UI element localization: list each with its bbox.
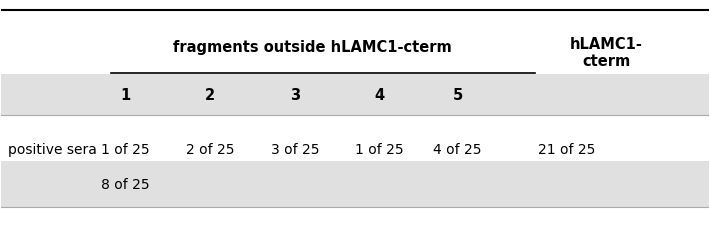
Text: fragments outside hLAMC1-cterm: fragments outside hLAMC1-cterm	[173, 40, 452, 55]
Text: 8 of 25: 8 of 25	[101, 177, 150, 191]
Text: 5: 5	[452, 88, 463, 102]
Text: 1: 1	[120, 88, 130, 102]
Text: 2: 2	[205, 88, 215, 102]
Text: 1 of 25: 1 of 25	[356, 143, 404, 157]
Text: 4 of 25: 4 of 25	[433, 143, 482, 157]
Text: 21 of 25: 21 of 25	[538, 143, 596, 157]
FancyBboxPatch shape	[1, 74, 709, 116]
Text: 1 of 25: 1 of 25	[101, 143, 150, 157]
Text: 3: 3	[290, 88, 300, 102]
Text: 2 of 25: 2 of 25	[186, 143, 234, 157]
FancyBboxPatch shape	[1, 161, 709, 207]
Text: hLAMC1-
cterm: hLAMC1- cterm	[569, 36, 643, 69]
Text: 4: 4	[375, 88, 385, 102]
Text: 3 of 25: 3 of 25	[271, 143, 319, 157]
Text: positive sera: positive sera	[9, 143, 97, 157]
